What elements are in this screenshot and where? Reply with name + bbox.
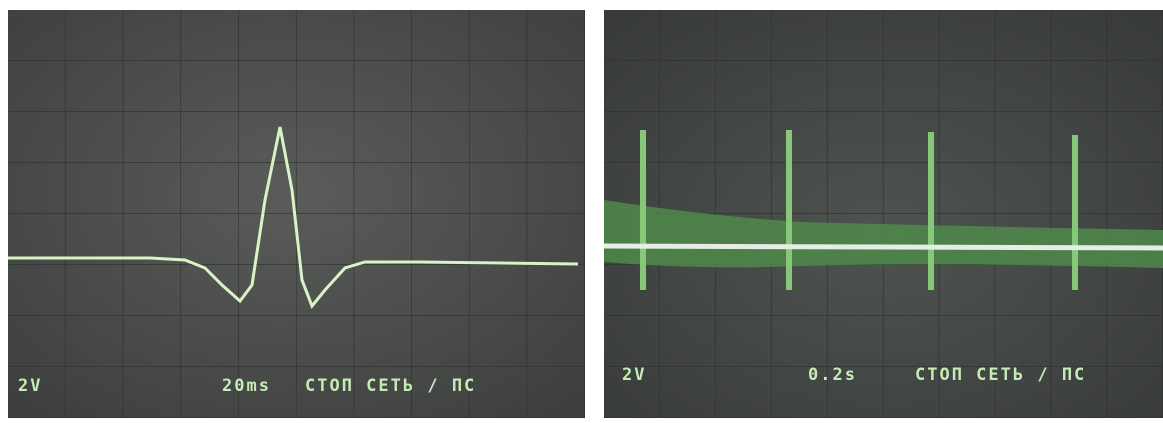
timebase-label: 0.2s [808, 365, 857, 385]
status-label: СТОП СЕТЬ / ПС [915, 365, 1086, 385]
trace [604, 246, 1163, 248]
volts-label: 2V [622, 365, 646, 385]
oscilloscope-photos: 2V 20ms СТОП СЕТЬ / ПС 2V 0.2s СТОП СЕТЬ… [0, 0, 1163, 423]
volts-label: 2V [18, 376, 42, 396]
graticule [8, 10, 585, 418]
scope-right: 2V 0.2s СТОП СЕТЬ / ПС [604, 10, 1163, 418]
status-label: СТОП СЕТЬ / ПС [305, 376, 476, 396]
timebase-label: 20ms [222, 376, 271, 396]
scope-left: 2V 20ms СТОП СЕТЬ / ПС [8, 10, 585, 418]
